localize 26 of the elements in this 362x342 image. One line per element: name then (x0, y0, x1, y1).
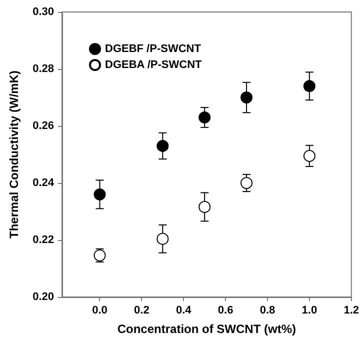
y-tick-label: 0.26 (32, 120, 54, 132)
legend-label: DGEBA /P-SWCNT (105, 59, 202, 71)
x-tick-label: 0.2 (134, 304, 150, 316)
point (94, 188, 106, 200)
point (303, 150, 316, 162)
y-tick-label: 0.24 (32, 177, 55, 189)
y-axis-title: Thermal Conductivity (W/mK) (7, 70, 21, 239)
y-tick-label: 0.28 (32, 63, 54, 75)
point (156, 232, 169, 245)
x-tick-label: 1.0 (302, 304, 318, 316)
point (240, 92, 253, 104)
legend-label: DGEBF /P-SWCNT (105, 43, 202, 55)
point (303, 80, 316, 92)
point (198, 200, 211, 213)
x-tick-label: 0.8 (260, 304, 276, 316)
x-tick-label: 0.0 (92, 304, 108, 316)
x-tick-label: 0.4 (176, 304, 192, 316)
y-tick-label: 0.22 (32, 234, 54, 246)
x-axis-title: Concentration of SWCNT (wt%) (117, 322, 296, 336)
x-tick-label: 1.2 (344, 304, 360, 316)
point (156, 140, 169, 152)
y-tick-label: 0.30 (32, 6, 54, 18)
y-tick-label: 0.20 (32, 291, 54, 303)
point (240, 177, 253, 189)
x-tick-label: 0.6 (218, 304, 234, 316)
point (198, 111, 211, 124)
